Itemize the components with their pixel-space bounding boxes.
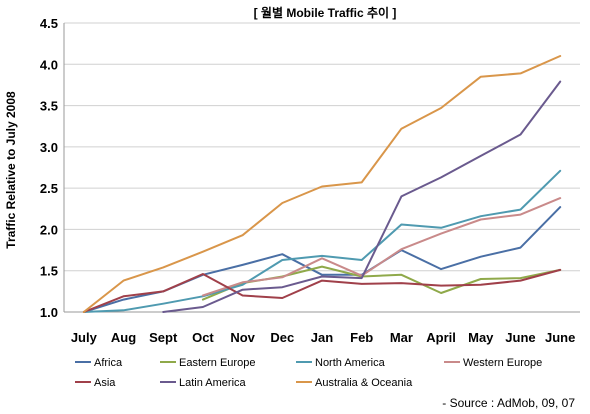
series-line-asia [82, 268, 562, 313]
y-tick-labels: 1.0 1.5 2.0 2.5 3.0 3.5 4.0 4.5 [40, 16, 58, 320]
axes [63, 23, 580, 313]
x-tick-11: June [505, 330, 535, 345]
x-tick-2: Sept [149, 330, 178, 345]
x-tick-6: Jan [311, 330, 333, 345]
y-tick-1.0: 1.0 [40, 305, 58, 320]
x-tick-labels: July Aug Sept Oct Nov Dec Jan Feb Mar April May Jun… [71, 330, 575, 345]
y-axis-label: Traffic Relative to July 2008 [4, 91, 18, 249]
series-line-western-europe [201, 197, 562, 297]
legend-label-africa: Africa [94, 357, 123, 369]
y-tick-2.0: 2.0 [40, 222, 58, 237]
x-tick-8: Mar [390, 330, 413, 345]
y-tick-4.5: 4.5 [40, 16, 58, 31]
series-line-north-america [82, 169, 562, 313]
series-lines [82, 55, 562, 313]
x-tick-4: Nov [230, 330, 255, 345]
y-tick-2.5: 2.5 [40, 181, 58, 196]
gridlines [64, 22, 580, 272]
y-tick-1.5: 1.5 [40, 264, 58, 279]
chart-title: [ 월별 Mobile Traffic 추이 ] [254, 5, 397, 20]
legend-label-eastern-europe: Eastern Europe [179, 357, 255, 369]
legend-label-western-europe: Western Europe [463, 357, 542, 369]
x-tick-3: Oct [192, 330, 214, 345]
x-tick-10: May [468, 330, 494, 345]
source-note: - Source : AdMob, 09, 07 [442, 396, 575, 410]
x-tick-7: Feb [350, 330, 373, 345]
x-tick-12: June [545, 330, 575, 345]
series-line-australia-oceania [82, 55, 562, 313]
x-tick-1: Aug [111, 330, 136, 345]
x-tick-0: July [71, 330, 98, 345]
x-tick-9: April [426, 330, 456, 345]
series-line-africa [82, 206, 562, 313]
y-tick-3.5: 3.5 [40, 99, 58, 114]
series-line-latin-america [162, 80, 562, 313]
y-tick-4.0: 4.0 [40, 57, 58, 72]
x-tick-5: Dec [270, 330, 294, 345]
legend-label-asia: Asia [94, 377, 116, 389]
y-tick-3.0: 3.0 [40, 140, 58, 155]
legend-label-australia-oceania: Australia & Oceania [315, 377, 413, 389]
legend-label-north-america: North America [315, 357, 386, 369]
legend-label-latin-america: Latin America [179, 377, 247, 389]
legend: Africa Eastern Europe North America Western… [75, 357, 542, 389]
